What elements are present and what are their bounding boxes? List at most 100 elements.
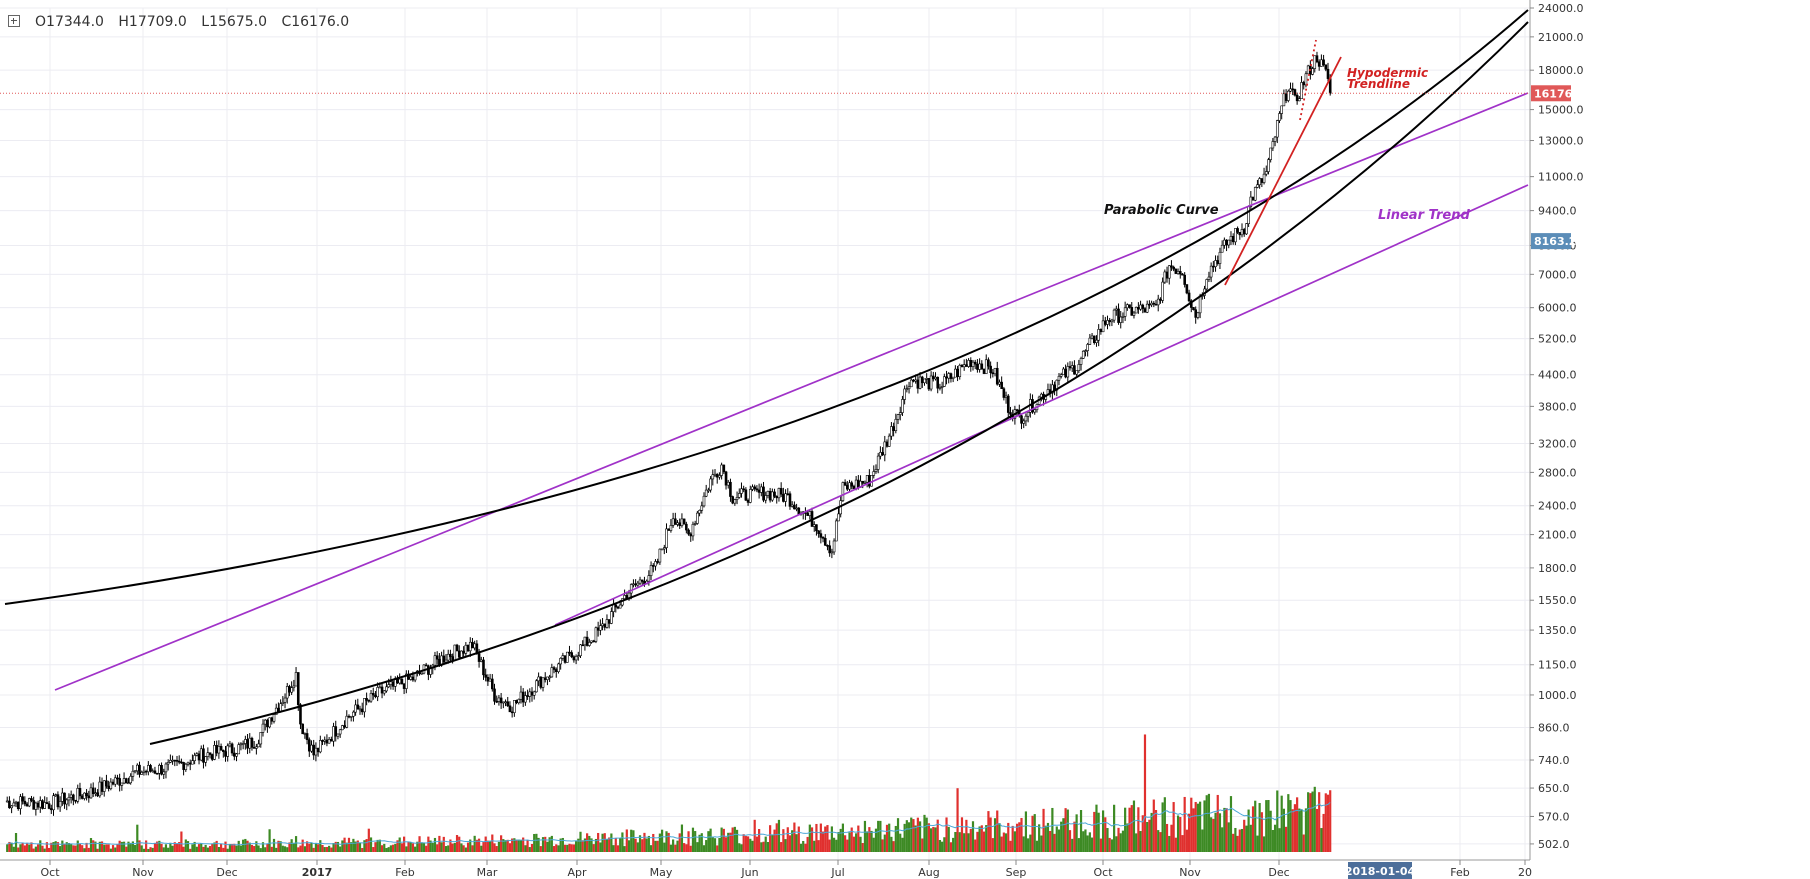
candle-body	[559, 657, 562, 665]
volume-bar	[429, 840, 432, 852]
volume-bar	[246, 840, 249, 852]
candle-body	[158, 765, 161, 774]
candle	[1322, 54, 1325, 67]
volume-bar	[971, 821, 975, 852]
candle	[1306, 64, 1310, 75]
volume-bar	[169, 842, 172, 852]
candle-body	[1119, 316, 1123, 323]
candle	[535, 679, 538, 693]
candle-body	[162, 771, 166, 775]
volume-bar	[641, 839, 644, 852]
volume-bar	[140, 845, 143, 852]
candle-body	[927, 378, 931, 390]
candle-body	[557, 663, 560, 673]
volume-bar	[846, 839, 849, 852]
candle	[1086, 342, 1089, 357]
volume-bar	[1265, 800, 1268, 852]
candle-body	[427, 665, 430, 675]
candle-body	[1295, 94, 1299, 102]
volume-bar	[6, 844, 9, 852]
candle-body	[400, 678, 404, 685]
candle-body	[5, 800, 9, 803]
volume-bar	[1199, 801, 1202, 852]
time-tick-label: 2017	[302, 866, 333, 879]
volume-bar	[982, 831, 986, 852]
volume-bar	[731, 827, 734, 852]
candle-body	[250, 737, 254, 748]
candle-body	[356, 704, 360, 710]
volume-bar	[925, 817, 928, 852]
volume-bar	[1196, 803, 1200, 852]
volume-bar	[991, 838, 994, 852]
price-tick-label: 21000.0	[1538, 31, 1584, 44]
volume-bar	[707, 831, 710, 852]
candle-body	[1064, 368, 1067, 378]
candle	[579, 644, 582, 659]
volume-bar	[1225, 808, 1228, 852]
volume-bar	[1110, 839, 1114, 852]
candle-body	[352, 711, 355, 717]
volume-bar	[217, 846, 220, 852]
candle-body	[1306, 65, 1310, 75]
volume-bar	[1075, 814, 1078, 852]
volume-bar	[142, 848, 146, 852]
price-tick-label: 1350.0	[1538, 624, 1577, 637]
volume-bar	[777, 819, 781, 852]
volume-bar	[122, 841, 126, 852]
price-tick-label: 1000.0	[1538, 689, 1577, 702]
volume-bar	[347, 837, 351, 852]
collapse-toggle-icon[interactable]	[8, 15, 20, 27]
candle	[737, 488, 741, 499]
volume-bar	[511, 838, 514, 852]
volume-bar	[147, 848, 150, 852]
candle-body	[823, 537, 827, 546]
volume-bar	[623, 846, 626, 852]
volume-bar	[149, 847, 152, 852]
volume-bar	[1251, 806, 1255, 852]
candle-body	[610, 611, 613, 624]
candle	[131, 765, 135, 782]
volume-bar	[866, 831, 869, 852]
candle-body	[164, 763, 168, 773]
time-tick-label: 20	[1518, 866, 1532, 879]
candle-body	[1278, 113, 1281, 121]
candle	[1075, 370, 1078, 377]
candle-body	[1152, 302, 1156, 305]
volume-bar	[363, 840, 366, 852]
volume-bar	[61, 840, 64, 852]
volume-bar	[447, 845, 450, 852]
volume-bar	[330, 847, 333, 852]
volume-bar	[303, 846, 306, 852]
candle-body	[530, 691, 534, 696]
candle	[226, 743, 230, 762]
volume-bar	[515, 839, 518, 852]
candle-body	[605, 619, 609, 628]
candle	[1264, 165, 1268, 177]
candle	[241, 740, 245, 750]
candle	[588, 638, 591, 647]
candle-body	[905, 388, 909, 391]
candle-body	[574, 656, 578, 661]
candle-body	[1077, 364, 1081, 371]
candle-body	[285, 686, 289, 699]
candle	[923, 378, 926, 386]
volume-bar	[539, 846, 542, 852]
time-tick-label: Aug	[918, 866, 939, 879]
candle-body	[389, 681, 393, 685]
candle-body	[998, 381, 1001, 385]
candle	[817, 530, 820, 538]
candle-body	[67, 797, 71, 801]
candle-body	[720, 464, 723, 476]
candle-body	[1143, 308, 1147, 313]
candle-body	[634, 583, 637, 586]
candle	[299, 703, 302, 729]
candle-body	[495, 700, 499, 703]
volume-bar	[281, 845, 284, 852]
candle-body	[327, 739, 331, 744]
volume-bar	[943, 837, 946, 852]
candle-body	[1031, 399, 1034, 413]
volume-bar	[1212, 818, 1215, 852]
volume-bar	[672, 839, 675, 852]
volume-bar	[288, 842, 291, 852]
